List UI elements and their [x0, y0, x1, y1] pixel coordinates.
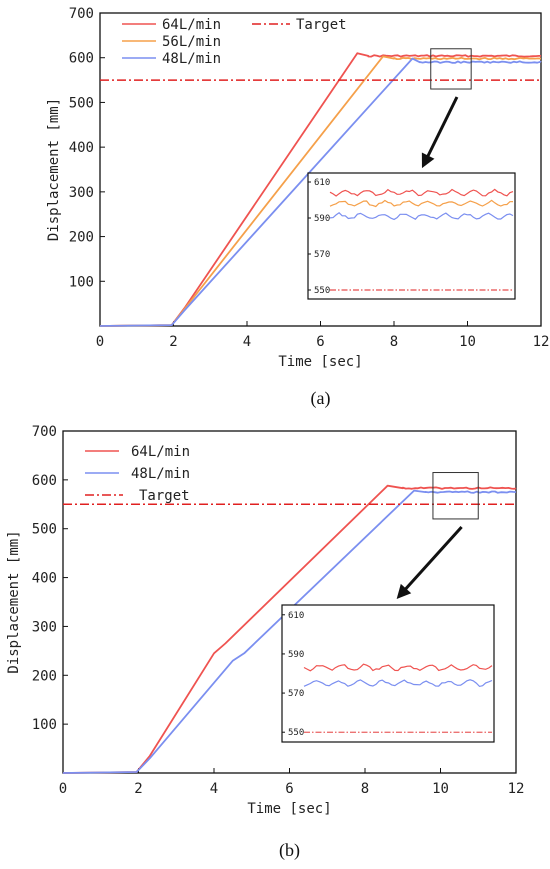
zoom-region-box: [430, 48, 472, 90]
legend-label: 64L/min: [162, 17, 221, 33]
inset-y-tick-label: 570: [288, 689, 304, 699]
zoom-arrowhead: [396, 583, 412, 599]
series-line-48lmin: [99, 57, 542, 327]
series-line-64lmin: [62, 484, 517, 774]
y-tick-label: 400: [32, 571, 57, 587]
zoom-arrow: [400, 525, 463, 595]
x-tick-label: 2: [134, 781, 142, 797]
x-axis-label: Time [sec]: [247, 801, 331, 817]
chart-a: 0 2 4 6 8 10 12 100 200 300 400 500 600 700 Time [sec]…: [46, 6, 549, 409]
legend-label: 56L/min: [162, 34, 221, 50]
legend-label: 48L/min: [131, 466, 190, 482]
figure-caption: (b): [279, 840, 300, 861]
y-tick-label: 700: [32, 424, 57, 440]
y-tick-label: 600: [32, 473, 57, 489]
x-tick-label: 2: [169, 334, 177, 350]
y-tick-label: 500: [69, 95, 94, 111]
inset-y-tick-label: 550: [314, 286, 330, 296]
y-tick-label: 300: [32, 619, 57, 635]
inset-y-tick-label: 590: [288, 650, 304, 660]
inset-frame: [307, 172, 516, 300]
inset-y-tick-label: 570: [314, 250, 330, 260]
inset-y-tick-label: 590: [314, 214, 330, 224]
y-tick-label: 100: [32, 717, 57, 733]
legend-label-target: Target: [139, 488, 190, 504]
inset-y-tick-label: 610: [314, 178, 330, 188]
y-tick-label: 300: [69, 185, 94, 201]
x-tick-label: 12: [508, 781, 525, 797]
series-line-64lmin: [99, 52, 541, 327]
y-tick-label: 700: [69, 6, 94, 22]
legend-label-target: Target: [296, 17, 347, 33]
x-tick-label: 10: [432, 781, 449, 797]
x-tick-label: 0: [59, 781, 67, 797]
y-tick-label: 400: [69, 140, 94, 156]
inset-series-line: [303, 663, 493, 672]
y-axis-label: Displacement [mm]: [46, 98, 62, 241]
series-line-48lmin: [62, 489, 517, 774]
zoom-region-box: [432, 472, 479, 520]
y-tick-label: 100: [69, 274, 94, 290]
legend-label: 64L/min: [131, 444, 190, 460]
x-tick-label: 6: [316, 334, 324, 350]
y-tick-label: 500: [32, 522, 57, 538]
x-tick-label: 6: [285, 781, 293, 797]
inset-y-tick-label: 610: [288, 611, 304, 621]
x-axis-label: Time [sec]: [278, 354, 362, 370]
inset-series-line: [329, 199, 514, 208]
x-tick-label: 0: [96, 334, 104, 350]
y-tick-label: 200: [69, 230, 94, 246]
inset-series-line: [329, 212, 514, 221]
x-tick-label: 10: [459, 334, 476, 350]
y-axis-label: Displacement [mm]: [6, 530, 22, 673]
y-tick-label: 200: [32, 668, 57, 684]
x-tick-label: 8: [361, 781, 369, 797]
x-tick-label: 12: [533, 334, 550, 350]
zoom-arrow: [424, 96, 459, 162]
x-tick-label: 4: [210, 781, 218, 797]
series-line-56lmin: [99, 55, 542, 327]
figure-caption: (a): [311, 388, 331, 409]
zoom-arrowhead: [421, 152, 435, 169]
x-tick-label: 4: [243, 334, 251, 350]
legend-label: 48L/min: [162, 51, 221, 67]
x-tick-label: 8: [390, 334, 398, 350]
y-tick-label: 600: [69, 51, 94, 67]
inset-frame: [281, 604, 495, 743]
inset-y-tick-label: 550: [288, 728, 304, 738]
chart-b: 0 2 4 6 8 10 12 100 200 300 400 500 600 700 Time [sec]…: [6, 424, 524, 861]
inset-series-line: [303, 679, 493, 688]
inset-series-line: [329, 188, 514, 197]
